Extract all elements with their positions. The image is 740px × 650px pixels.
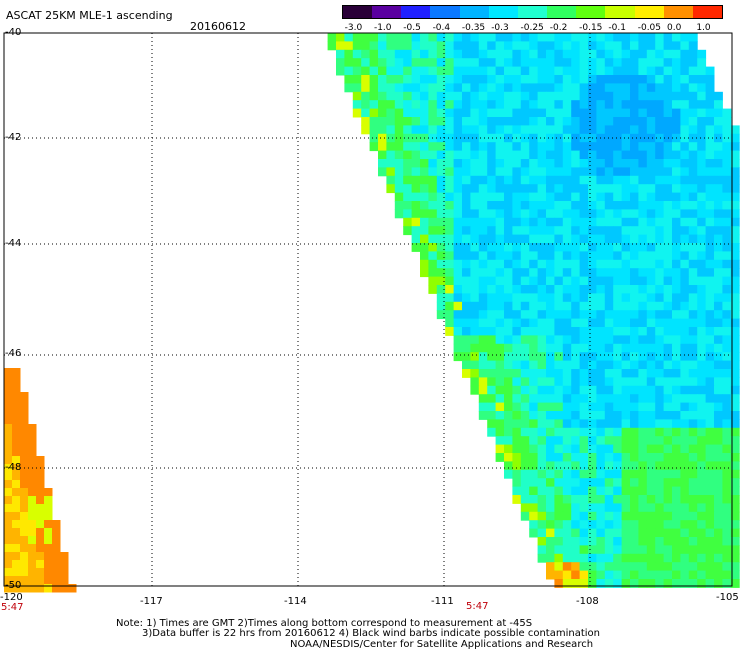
- plot-frame: [3, 32, 733, 587]
- product-date: 20160612: [190, 20, 246, 33]
- colorbar-segment: [692, 6, 723, 18]
- lat-label: -48: [5, 462, 22, 473]
- lon-label: -105: [716, 592, 739, 603]
- colorbar-tick-label: -0.4: [432, 23, 451, 33]
- colorbar-segment: [517, 6, 548, 18]
- colorbar-tick-label: -0.35: [461, 23, 486, 33]
- colorbar-tick-label: -1.0: [373, 23, 392, 33]
- note-line-1: Note: 1) Times are GMT 2)Times along bot…: [116, 618, 533, 629]
- note-line-3: NOAA/NESDIS/Center for Satellite Applica…: [290, 639, 594, 650]
- colorbar-tick-label: 1.0: [696, 23, 711, 33]
- lon-label: -111: [431, 596, 454, 607]
- colorbar-tick-label: -0.1: [608, 23, 626, 33]
- colorbar-tick-label: -0.25: [520, 23, 544, 33]
- lon-label: -117: [140, 596, 163, 607]
- colorbar-segment: [547, 6, 577, 18]
- lat-label: -40: [5, 27, 22, 38]
- colorbar-segment: [488, 6, 518, 18]
- colorbar-tick-label: -0.3: [491, 23, 509, 33]
- colorbar-segment: [663, 6, 693, 18]
- lon-label: -120: [0, 592, 23, 603]
- colorbar-tick-label: -0.05: [637, 23, 662, 33]
- time-label-center: 5:47: [466, 601, 489, 612]
- lat-lon-grid: [4, 33, 732, 586]
- colorbar-tick-label: -0.5: [403, 23, 421, 33]
- time-label-left: 5:47: [1, 602, 24, 613]
- colorbar-segment: [343, 6, 373, 18]
- swath-data-east: [327, 33, 740, 588]
- colorbar-segment: [430, 6, 460, 18]
- lat-label: -42: [5, 132, 22, 143]
- colorbar-tick-label: -0.2: [549, 23, 568, 33]
- colorbar-segment: [401, 6, 431, 18]
- colorbar-tick-label: 0.0: [667, 23, 682, 33]
- lon-label: -114: [284, 596, 307, 607]
- note-line-2: 3)Data buffer is 22 hrs from 20160612 4)…: [142, 628, 600, 639]
- map-plot: [3, 32, 740, 593]
- lat-label: -46: [5, 348, 22, 359]
- colorbar-segment: [459, 6, 489, 18]
- colorbar-segment: [576, 6, 606, 18]
- colorbar-tick-label: -0.15: [579, 23, 603, 33]
- colorbar-segment: [634, 6, 664, 18]
- colorbar: [342, 5, 723, 19]
- swath-data-west: [4, 368, 77, 593]
- lat-label: -44: [5, 238, 22, 249]
- colorbar-tick-label: -3.0: [344, 23, 363, 33]
- lon-label: -108: [576, 596, 599, 607]
- colorbar-segment: [372, 6, 402, 18]
- colorbar-segment: [605, 6, 635, 18]
- product-title: ASCAT 25KM MLE-1 ascending: [6, 9, 173, 22]
- lat-label: -50: [5, 580, 22, 591]
